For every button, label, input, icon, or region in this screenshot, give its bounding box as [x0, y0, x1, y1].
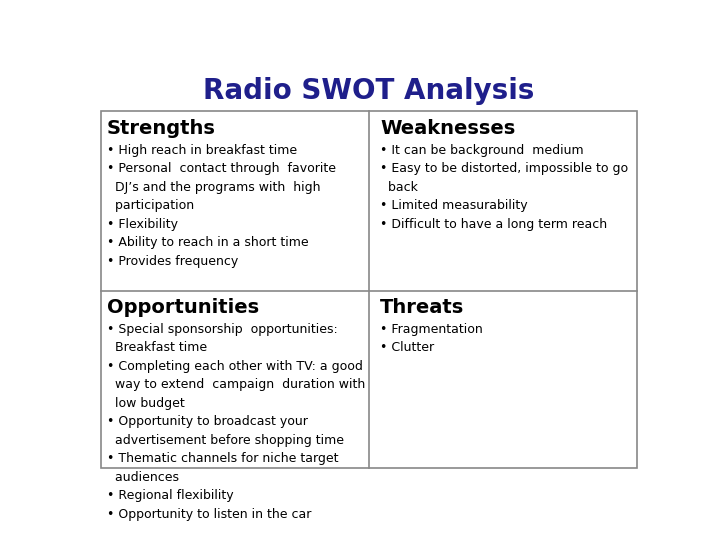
- Text: Threats: Threats: [380, 298, 464, 316]
- Text: • Fragmentation
• Clutter: • Fragmentation • Clutter: [380, 322, 483, 354]
- Text: • It can be background  medium
• Easy to be distorted, impossible to go
  back
•: • It can be background medium • Easy to …: [380, 144, 629, 231]
- Text: Strengths: Strengths: [107, 119, 215, 138]
- Text: Radio SWOT Analysis: Radio SWOT Analysis: [203, 77, 535, 105]
- Text: Opportunities: Opportunities: [107, 298, 259, 316]
- Text: Weaknesses: Weaknesses: [380, 119, 516, 138]
- Bar: [101, 111, 636, 468]
- Text: • High reach in breakfast time
• Personal  contact through  favorite
  DJ’s and : • High reach in breakfast time • Persona…: [107, 144, 336, 268]
- Text: • Special sponsorship  opportunities:
  Breakfast time
• Completing each other w: • Special sponsorship opportunities: Bre…: [107, 322, 365, 521]
